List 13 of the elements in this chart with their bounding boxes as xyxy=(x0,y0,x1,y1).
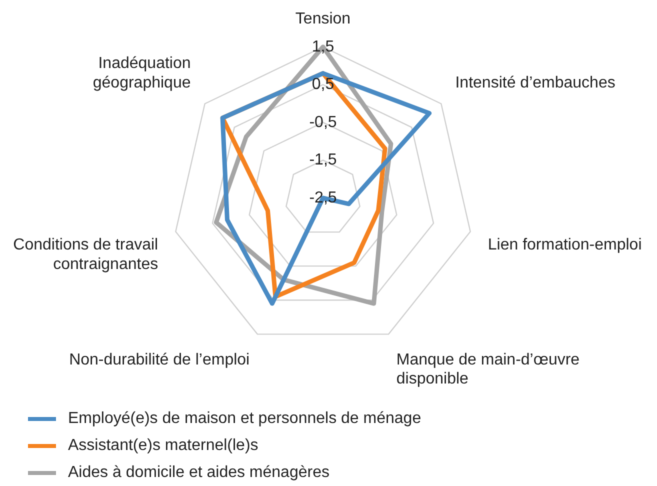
spoke-label: Tension xyxy=(295,10,351,28)
y-tick-label: -0,5 xyxy=(309,114,337,131)
spoke-label: Manque de main-d’œuvre disponible xyxy=(396,351,580,388)
y-tick-label: -1,5 xyxy=(309,152,337,169)
legend-label: Aides à domicile et aides ménagères xyxy=(68,464,330,482)
spoke-label: Intensité d’embauches xyxy=(455,74,616,92)
spoke-label: Lien formation-emploi xyxy=(488,236,642,254)
y-tick-label: 1,5 xyxy=(312,38,334,56)
spoke-label: Non-durabilité de l’emploi xyxy=(69,351,250,368)
spoke-label: Inadéquation géographique xyxy=(92,55,191,92)
legend-label: Employé(e)s de maison et personnels de ménage xyxy=(68,410,422,428)
legend-label: Assistant(e)s maternel(le)s xyxy=(68,436,258,454)
spoke-label: Conditions de travail contraignantes xyxy=(13,236,158,273)
